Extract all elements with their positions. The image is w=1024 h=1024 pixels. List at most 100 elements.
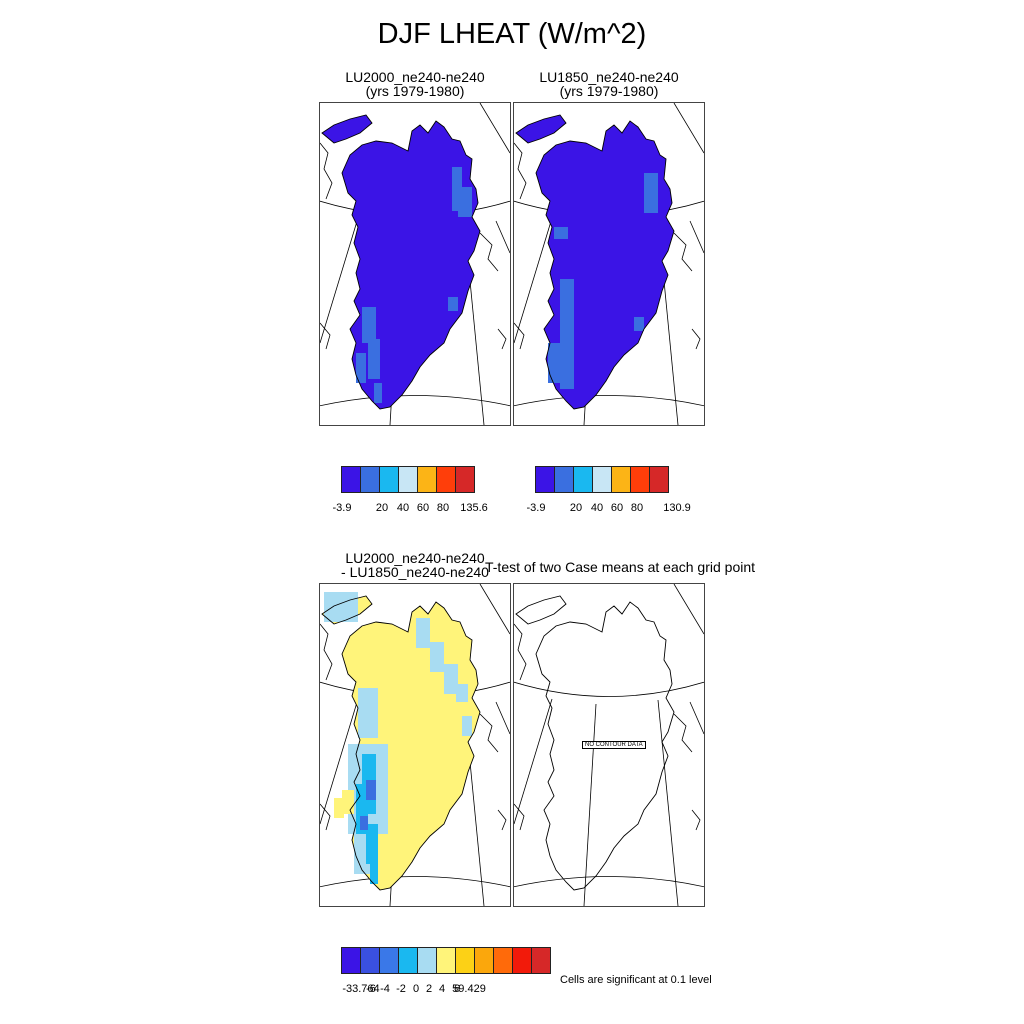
colorbar-swatch [531,947,551,974]
colorbar-tick-label: -3.9 [332,502,352,514]
colorbar-swatch [455,466,475,493]
latent-heat-field [342,121,480,409]
latent-heat-cell [452,167,462,211]
colorbar-swatch [417,947,437,974]
ellesmere-coastline [321,114,373,144]
colorbar-swatch [649,466,669,493]
no-contour-data-label: NO CONTOUR DATA [582,741,646,749]
difference-cell [430,642,444,672]
colorbar-swatch [592,466,612,493]
colorbar-tick-label: 59.429 [452,983,486,995]
latent-heat-cell [362,307,376,343]
latent-heat-cell [548,343,560,383]
colorbar-swatch [611,466,631,493]
panel-title-lu1850-line2: (yrs 1979-1980) [559,83,659,99]
colorbar-swatch [341,947,361,974]
difference-cell [358,688,378,738]
colorbar-tick-label: 80 [436,502,450,514]
svalbard-coastline [479,232,499,272]
meridian-line [583,703,597,906]
latent-heat-cell [458,187,472,217]
colorbar-lu1850 [535,466,669,493]
latitude-line [514,876,704,888]
colorbar-swatch [417,466,437,493]
meridian-line [673,584,704,635]
panel-title-lu2000: LU2000_ne240-ne240 (yrs 1979-1980) [320,70,510,98]
footnote: Cells are significant at 0.1 level [560,974,712,986]
meridian-line [495,220,510,254]
greenland-coastline [341,601,481,891]
latitude-line [320,395,510,407]
colorbar-swatch [474,947,494,974]
panel-title-lu2000-line2: (yrs 1979-1980) [365,83,465,99]
map-panel-diff [319,583,511,907]
map-diff [320,584,510,906]
colorbar-tick-label: -2 [396,983,406,995]
colorbar-swatch [360,947,380,974]
difference-cell [366,824,378,864]
map-panel-lu2000 [319,102,511,426]
colorbar-swatch [455,947,475,974]
colorbar-tick-label: 6 [453,983,461,995]
canada-coastline [320,322,331,350]
latent-heat-cell [560,279,574,389]
difference-cell [416,618,430,648]
colorbar-tick-label: -6 [366,983,376,995]
colorbar-tick-label: -3.9 [526,502,546,514]
colorbar-tick-label: 40 [590,502,604,514]
latent-heat-cell [374,383,382,403]
colorbar-tick-label: 20 [375,502,389,514]
difference-cell [366,780,376,800]
colorbar-swatch [398,466,418,493]
greenland-coastline [535,601,675,891]
svalbard-coastline [673,713,693,753]
colorbar-tick-label: 80 [630,502,644,514]
latent-heat-cell [368,339,380,379]
meridian-line [320,217,359,344]
colorbar-tick-label: 40 [396,502,410,514]
colorbar-tick-label: 0 [412,983,420,995]
meridian-line [320,698,359,825]
meridian-line [479,103,510,154]
canada-coastline [320,142,333,200]
latent-heat-cell [554,227,568,239]
iceland-coastline [497,809,507,831]
difference-cell [370,864,378,884]
meridian-line [689,220,704,254]
latent-heat-cell [634,317,644,331]
colorbar-tick-label: 60 [610,502,624,514]
latent-heat-cell [644,173,658,213]
panel-title-ttest: T-test of two Case means at each grid po… [484,559,756,575]
meridian-line [673,103,704,154]
meridian-line [514,217,553,344]
latitude-line [320,876,510,888]
colorbar-tick-label: 2 [425,983,433,995]
panel-title-diff: LU2000_ne240-ne240 - LU1850_ne240-ne240 [320,551,510,579]
canada-coastline [514,623,527,681]
map-lu1850 [514,103,704,425]
svalbard-coastline [673,232,693,272]
colorbar-tick-label: 4 [438,983,446,995]
latent-heat-field [516,115,566,143]
colorbar-tick-label: 135.6 [460,502,488,514]
svalbard-coastline [479,713,499,753]
colorbar-diff [341,947,551,974]
ellesmere-coastline [515,114,567,144]
map-ttest [514,584,704,906]
colorbar-swatch [535,466,555,493]
difference-cell [444,664,458,694]
meridian-line [689,701,704,735]
difference-cell [462,716,472,736]
colorbar-swatch [436,466,456,493]
meridian-line [495,701,510,735]
latitude-line [514,681,704,697]
colorbar-lu2000 [341,466,475,493]
greenland-coastline [535,120,675,410]
ellesmere-coastline [321,595,373,625]
greenland-coastline [341,120,481,410]
iceland-coastline [691,328,701,350]
panel-title-lu2000-line1: LU2000_ne240-ne240 [345,69,485,85]
colorbar-swatch [493,947,513,974]
map-lu2000 [320,103,510,425]
colorbar-swatch [630,466,650,493]
